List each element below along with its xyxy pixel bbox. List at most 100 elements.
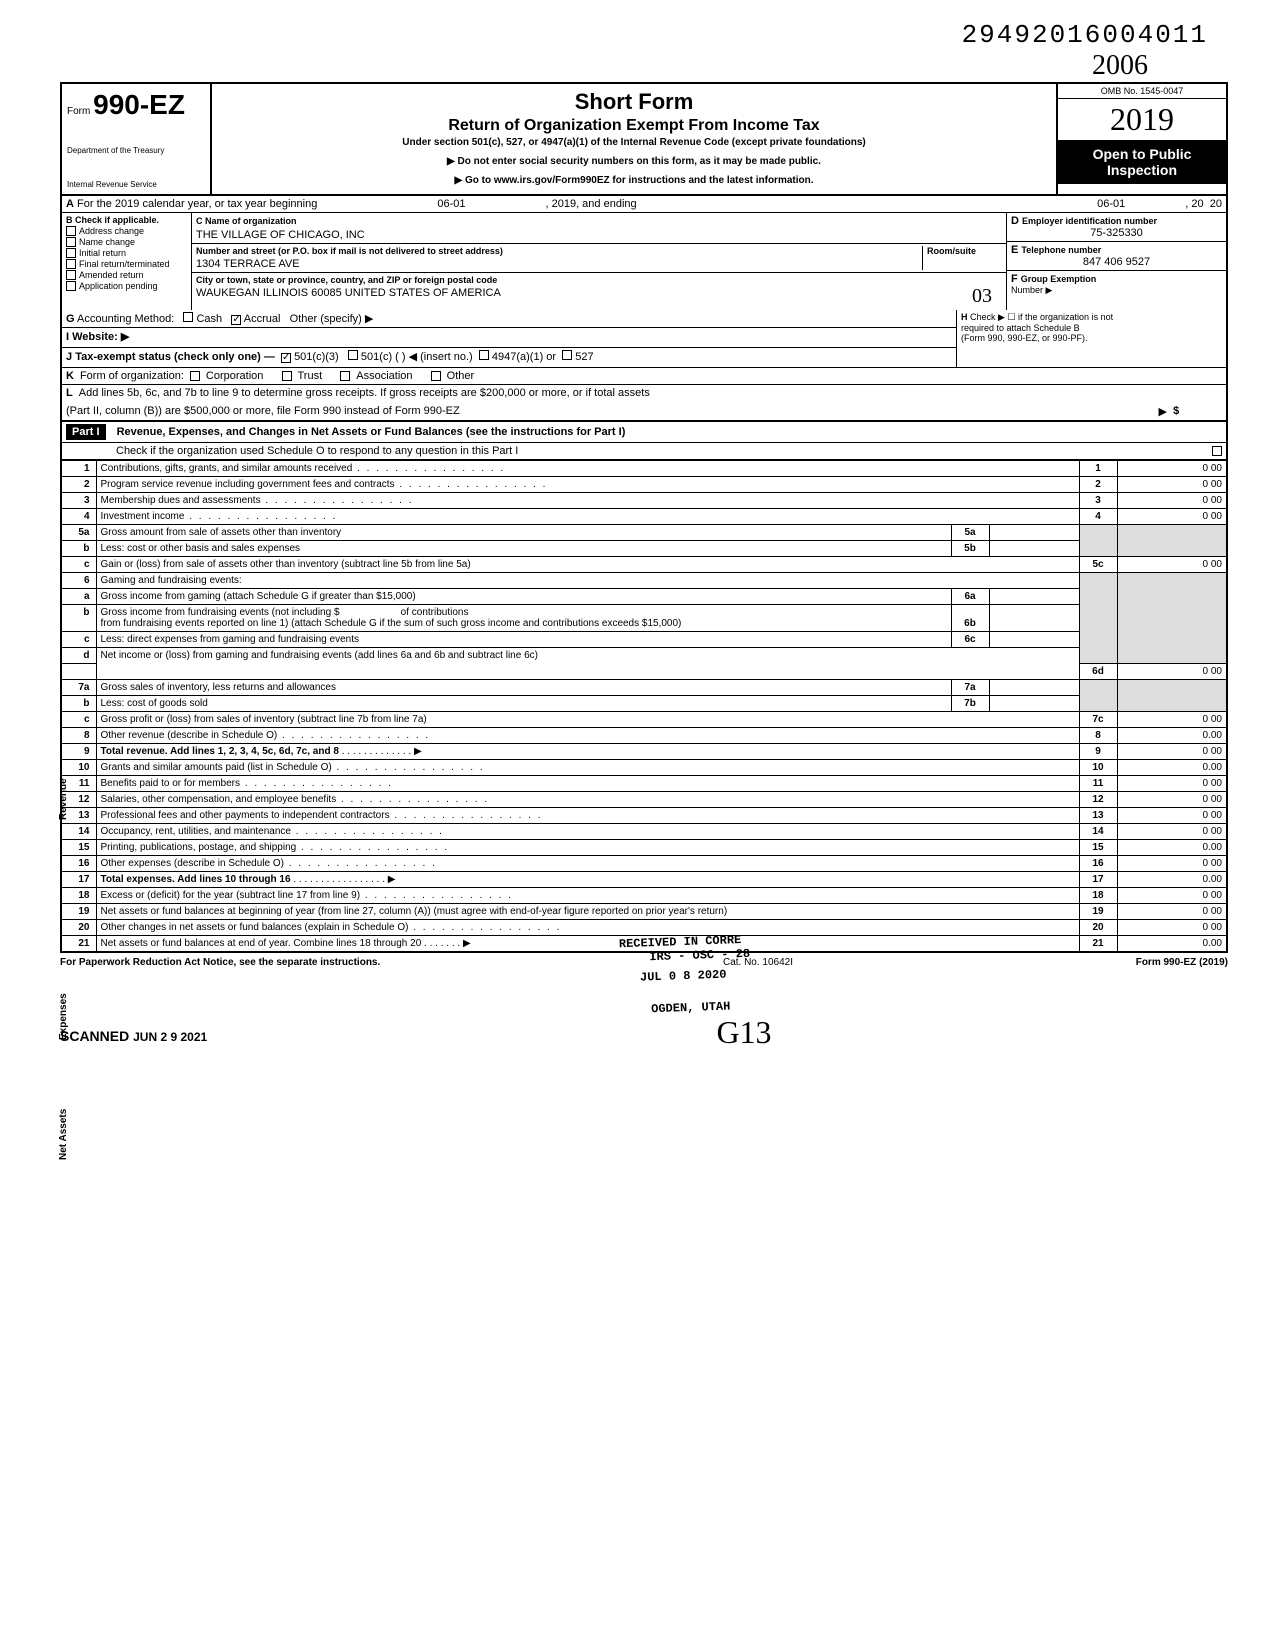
line1-amt: 0 00 [1117,461,1227,477]
omb-number: OMB No. 1545-0047 [1058,84,1226,99]
row-G-label: G [66,313,75,325]
line11-amt: 0 00 [1117,776,1227,792]
chk-501c[interactable] [348,350,358,360]
line14-desc: Occupancy, rent, utilities, and maintena… [101,826,444,837]
chk-app-pending[interactable] [66,281,76,291]
line13-desc: Professional fees and other payments to … [101,810,543,821]
chk-amended[interactable] [66,270,76,280]
line3-amt: 0 00 [1117,493,1227,509]
line12-desc: Salaries, other compensation, and employ… [101,794,490,805]
name-label: Name of organization [205,216,297,226]
row-L-label: L [66,387,73,399]
row-G-text: Accounting Method: [77,313,174,325]
lbl-assoc: Association [356,370,412,382]
line12-amt: 0 00 [1117,792,1227,808]
col-E-label: E [1011,244,1018,256]
part1-label: Part I [66,424,106,440]
group-label: Group Exemption [1021,274,1097,284]
chk-corp[interactable] [190,371,200,381]
row-K: K Form of organization: Corporation Trus… [60,368,1228,385]
row-A: A For the 2019 calendar year, or tax yea… [60,194,1228,213]
city-label: City or town, state or province, country… [196,275,1002,285]
group-label2: Number ▶ [1011,285,1222,296]
dept-treasury: Department of the Treasury [67,146,205,155]
form-number: 990-EZ [93,89,185,120]
row-A-end: 06-01 [1097,198,1125,210]
line6b-desc3: from fundraising events reported on line… [101,618,682,629]
row-H-text3: (Form 990, 990-EZ, or 990-PF). [961,333,1088,343]
line17-desc: Total expenses. Add lines 10 through 16 [101,874,291,885]
lbl-501c-b: ) ◀ (insert no.) [402,351,473,363]
form-prefix: Form [67,106,90,117]
line14-amt: 0 00 [1117,824,1227,840]
row-A-end3: 20 [1210,198,1222,210]
chk-trust[interactable] [282,371,292,381]
chk-cash[interactable] [183,312,193,322]
line17-amt: 0.00 [1117,872,1227,888]
row-I-text: Website: ▶ [72,331,129,343]
row-L-text: Add lines 5b, 6c, and 7b to line 9 to de… [79,387,650,399]
col-B-label: B [66,215,73,225]
row-J-label: J [66,351,72,363]
row-L-dollar: $ [1173,405,1179,418]
line1-desc: Contributions, gifts, grants, and simila… [101,463,506,474]
line6-desc: Gaming and fundraising events: [101,575,242,586]
line13-amt: 0 00 [1117,808,1227,824]
lbl-501c3: 501(c)(3) [294,351,339,363]
line5b-desc: Less: cost or other basis and sales expe… [101,543,301,554]
received-2: IRS - OSC - 28 [649,947,750,965]
row-K-label: K [66,370,74,382]
handwritten-year-top: 2006 [60,50,1148,82]
chk-final-return[interactable] [66,259,76,269]
line5a-desc: Gross amount from sale of assets other t… [101,527,342,538]
part1-title: Revenue, Expenses, and Changes in Net As… [117,426,626,438]
org-ein: 75-325330 [1011,227,1222,239]
line18-desc: Excess or (deficit) for the year (subtra… [101,890,513,901]
line10-desc: Grants and similar amounts paid (list in… [101,762,485,773]
chk-initial-return[interactable] [66,248,76,258]
tracking-number: 29492016004011 [60,20,1208,50]
chk-assoc[interactable] [340,371,350,381]
line6a-desc: Gross income from gaming (attach Schedul… [101,591,416,602]
part1-check-row: Check if the organization used Schedule … [60,443,1228,460]
col-D-label: D [1011,215,1019,227]
chk-other-form[interactable] [431,371,441,381]
row-L-arrow: ▶ [1158,405,1166,418]
row-A-mid: , 2019, and ending [545,198,636,210]
row-J-text: Tax-exempt status (check only one) — [75,351,275,363]
org-address: 1304 TERRACE AVE [196,258,922,270]
line8-desc: Other revenue (describe in Schedule O) [101,730,431,741]
handwrite-g13: G13 [260,1014,1228,1051]
col-F-label: F [1011,273,1018,285]
lbl-address-change: Address change [79,226,144,236]
handwrite-03: 03 [972,285,992,308]
line10-amt: 0.00 [1117,760,1227,776]
line18-amt: 0 00 [1117,888,1227,904]
chk-4947[interactable] [479,350,489,360]
chk-501c3[interactable] [281,353,291,363]
scanned-date: JUN 2 9 2021 [133,1030,207,1044]
line8-amt: 0.00 [1117,728,1227,744]
chk-527[interactable] [562,350,572,360]
received-3: JUL 0 8 2020 [640,967,751,985]
line11-desc: Benefits paid to or for members [101,778,393,789]
line6c-desc: Less: direct expenses from gaming and fu… [101,634,359,645]
line7a-box: 7a [951,680,989,696]
lbl-app-pending: Application pending [79,281,158,291]
line9-amt: 0 00 [1117,744,1227,760]
chk-name-change[interactable] [66,237,76,247]
row-I-label: I [66,331,69,343]
header-left: Form 990-EZ Department of the Treasury I… [62,84,212,194]
row-L: L Add lines 5b, 6c, and 7b to line 9 to … [60,385,1228,422]
chk-schedule-o[interactable] [1212,446,1222,456]
chk-address-change[interactable] [66,226,76,236]
org-name: THE VILLAGE OF CHICAGO, INC [196,229,1002,241]
row-H-label: H [961,312,968,322]
line6b-box: 6b [951,605,989,632]
footer-paperwork: For Paperwork Reduction Act Notice, see … [60,957,380,968]
part1-check-text: Check if the organization used Schedule … [116,445,518,457]
row-H-text2: required to attach Schedule B [961,323,1080,333]
line2-amt: 0 00 [1117,477,1227,493]
chk-accrual[interactable] [231,315,241,325]
col-B: B Check if applicable. Address change Na… [62,213,192,310]
